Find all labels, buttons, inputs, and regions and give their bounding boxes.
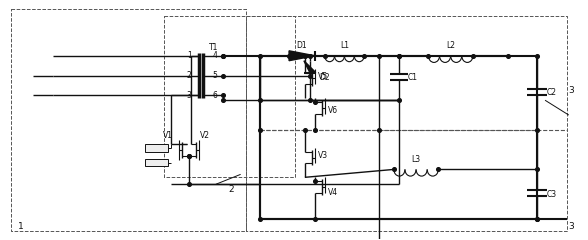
Text: V5: V5 bbox=[318, 72, 328, 81]
Text: V1: V1 bbox=[162, 131, 172, 140]
Text: 5: 5 bbox=[212, 71, 218, 80]
Text: 3: 3 bbox=[568, 222, 574, 231]
Text: 1: 1 bbox=[18, 222, 24, 231]
Polygon shape bbox=[304, 61, 316, 72]
Text: V4: V4 bbox=[328, 188, 338, 197]
Polygon shape bbox=[289, 51, 315, 61]
Text: 2: 2 bbox=[228, 185, 233, 194]
Text: L3: L3 bbox=[412, 155, 420, 164]
FancyBboxPatch shape bbox=[145, 159, 169, 167]
Text: L1: L1 bbox=[340, 41, 349, 50]
Text: C1: C1 bbox=[407, 73, 417, 83]
Text: 6: 6 bbox=[212, 91, 218, 100]
Text: V6: V6 bbox=[328, 106, 338, 115]
Text: 3: 3 bbox=[568, 86, 574, 95]
Text: D1: D1 bbox=[296, 41, 307, 50]
Text: D2: D2 bbox=[319, 73, 330, 83]
Text: 2: 2 bbox=[187, 71, 192, 80]
Text: T1: T1 bbox=[209, 43, 219, 52]
Text: L2: L2 bbox=[446, 41, 455, 50]
Text: V3: V3 bbox=[318, 151, 328, 160]
Text: 3: 3 bbox=[187, 91, 192, 100]
Text: C3: C3 bbox=[547, 190, 557, 199]
Text: V2: V2 bbox=[200, 131, 210, 140]
Text: 4: 4 bbox=[212, 51, 218, 60]
Text: 1: 1 bbox=[187, 51, 192, 60]
Text: C2: C2 bbox=[547, 88, 557, 97]
FancyBboxPatch shape bbox=[145, 144, 169, 152]
